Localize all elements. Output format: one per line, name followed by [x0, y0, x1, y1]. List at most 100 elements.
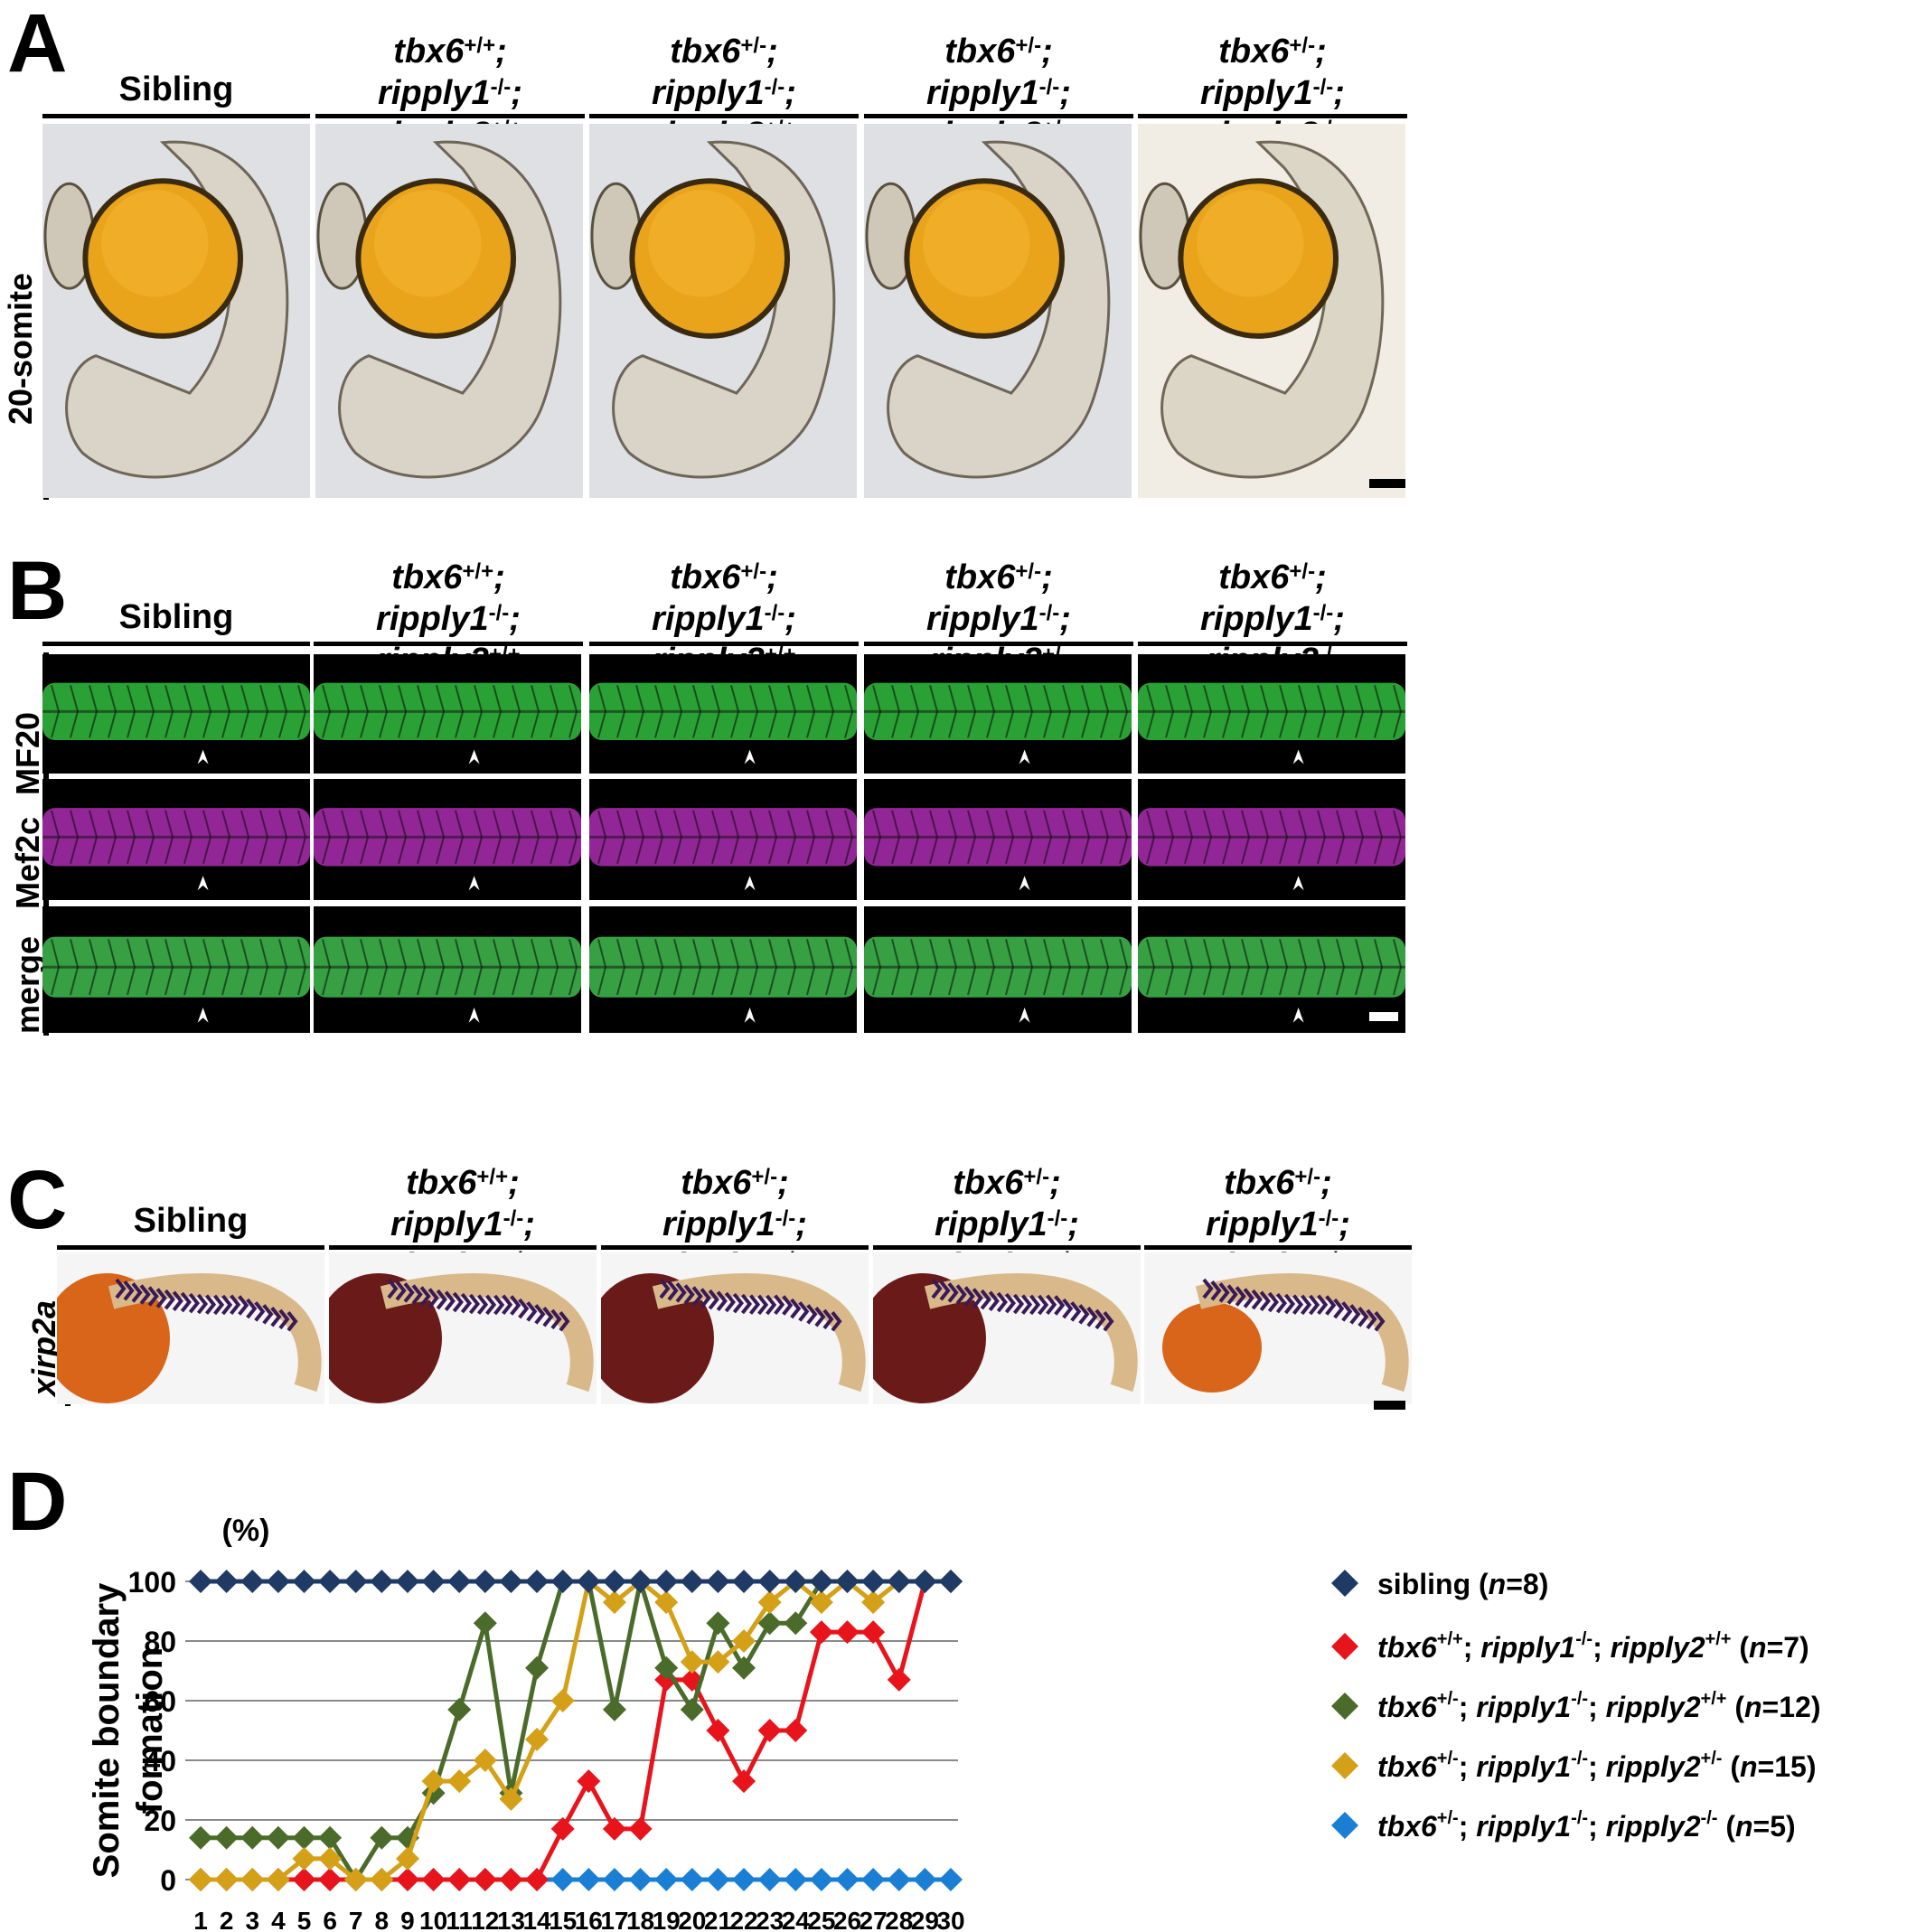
series-3-point-17 — [602, 1697, 626, 1721]
panel-b-header-bar-5 — [1138, 642, 1407, 646]
series-2-point-21 — [706, 1719, 730, 1742]
series-3-point-12 — [473, 1611, 497, 1636]
x-tick-label-29: 29 — [911, 1907, 939, 1932]
series-2-point-9 — [395, 1868, 419, 1891]
y-tick-label-0: 0 — [160, 1864, 176, 1897]
genotype-line1: tbx6+/-; — [681, 1164, 789, 1202]
series-3-point-6 — [318, 1825, 343, 1850]
panel-c-header-bar-4 — [873, 1245, 1141, 1250]
series-1-point-19 — [654, 1570, 679, 1593]
legend-label-4: tbx6+/-; ripply1-/-; ripply2+/- (n=15) — [1377, 1749, 1816, 1783]
genotype-line1: tbx6+/-; — [1218, 558, 1327, 596]
panel-c-xirp2a-image-5 — [1144, 1252, 1412, 1404]
panel-b-merge-image-1 — [42, 906, 310, 1033]
series-3-point-2 — [214, 1825, 239, 1850]
series-1-point-11 — [447, 1570, 472, 1593]
series-3-point-14 — [525, 1655, 550, 1680]
x-tick-label-5: 5 — [297, 1907, 312, 1932]
series-5-point-29 — [913, 1868, 937, 1891]
series-1-point-5 — [292, 1570, 316, 1593]
panel-c-header-bar-3 — [601, 1245, 869, 1250]
y-tick-label-100: 100 — [128, 1566, 176, 1599]
series-1-point-23 — [757, 1570, 782, 1593]
series-1-point-24 — [784, 1570, 808, 1593]
series-4-line — [201, 1577, 951, 1882]
series-2-point-24 — [784, 1719, 808, 1742]
series-5-point-27 — [861, 1868, 886, 1891]
series-5-point-17 — [602, 1868, 626, 1891]
panel-b-mef2c-image-2 — [314, 779, 581, 900]
series-5-point-22 — [732, 1868, 756, 1891]
panel-a-embryo-image-4 — [864, 124, 1132, 498]
series-1-point-20 — [680, 1570, 704, 1593]
panel-b-mef2c-image-4 — [864, 779, 1132, 900]
genotype-line1: tbx6+/-; — [1224, 1164, 1332, 1202]
series-1-point-2 — [214, 1570, 239, 1593]
series-2-point-10 — [421, 1868, 446, 1891]
y-axis-title: Somite boundary formation — [87, 1582, 170, 1878]
panel-c-header-bar-1 — [57, 1245, 324, 1250]
series-4-point-20 — [680, 1650, 704, 1674]
panel-a-embryo-image-3 — [589, 124, 857, 498]
series-3-point-3 — [240, 1825, 265, 1850]
x-tick-label-6: 6 — [323, 1907, 337, 1932]
series-3 — [189, 1570, 963, 1891]
series-4-point-11 — [447, 1769, 472, 1794]
series-4-point-1 — [189, 1868, 212, 1891]
series-4-point-13 — [499, 1787, 523, 1811]
panel-b-row-label-merge: merge — [9, 935, 46, 1034]
x-tick-label-22: 22 — [729, 1907, 757, 1932]
series-1-point-29 — [913, 1570, 937, 1593]
panel-a-header-bar-1 — [42, 114, 310, 118]
series-4-point-14 — [525, 1727, 550, 1751]
legend-item-2: tbx6+/+; ripply1-/-; ripply2+/+ (n=7) — [1331, 1629, 1809, 1664]
panel-c-column-header-1: Sibling — [57, 1200, 324, 1242]
series-3-point-1 — [189, 1825, 212, 1850]
series-4-point-23 — [757, 1590, 782, 1615]
series-2-point-16 — [577, 1769, 601, 1794]
x-tick-label-15: 15 — [549, 1907, 577, 1932]
series-2-point-23 — [757, 1719, 782, 1742]
series-4-point-27 — [861, 1590, 886, 1615]
x-tick-label-13: 13 — [497, 1907, 525, 1932]
panel-b-mef2c-image-5 — [1138, 779, 1405, 900]
panel-b-mf20-image-1 — [42, 654, 310, 774]
panel-a-header-bar-5 — [1138, 114, 1407, 118]
series-1-point-6 — [318, 1570, 343, 1593]
series-5-point-16 — [577, 1868, 601, 1891]
series-3-point-5 — [292, 1825, 316, 1850]
x-tick-label-21: 21 — [704, 1907, 732, 1932]
x-tick-label-14: 14 — [522, 1907, 551, 1932]
panel-b-merge-image-2 — [314, 906, 581, 1033]
series-5-point-28 — [887, 1868, 911, 1891]
series-4-point-17 — [602, 1590, 626, 1615]
series-4-point-22 — [732, 1629, 756, 1653]
panel-label-c: C — [7, 1154, 68, 1246]
series-1-point-10 — [421, 1570, 446, 1593]
series-5-point-26 — [835, 1868, 860, 1891]
series-2-point-13 — [499, 1868, 523, 1891]
panel-c-xirp2a-image-1 — [57, 1252, 324, 1404]
panel-a-column-header-3: tbx6+/-;ripply1-/-; ripply2+/+ — [589, 31, 859, 155]
genotype-sibling: Sibling — [118, 70, 234, 108]
genotype-line1: tbx6+/-; — [953, 1164, 1061, 1202]
x-tick-label-25: 25 — [807, 1907, 835, 1932]
series-1-point-17 — [602, 1570, 626, 1593]
y-tick-label-80: 80 — [144, 1626, 176, 1658]
x-tick-label-9: 9 — [400, 1907, 415, 1932]
series-2-point-5 — [292, 1868, 316, 1891]
panel-b-column-header-1: Sibling — [42, 596, 310, 638]
panel-b-mef2c-image-3 — [589, 779, 857, 900]
series-2-point-6 — [318, 1868, 343, 1891]
panel-b-merge-image-3 — [589, 906, 857, 1033]
series-1-point-8 — [370, 1570, 394, 1593]
series-1-point-14 — [525, 1570, 550, 1593]
series-1-point-25 — [809, 1570, 833, 1593]
series-5-point-23 — [757, 1868, 782, 1891]
y-tick-label-40: 40 — [144, 1745, 176, 1777]
panel-b-header-bar-2 — [314, 642, 583, 646]
series-3-point-8 — [370, 1825, 394, 1850]
series-5-point-20 — [680, 1868, 704, 1891]
series-2-point-17 — [602, 1816, 626, 1841]
panel-b-merge-image-5 — [1138, 906, 1405, 1033]
